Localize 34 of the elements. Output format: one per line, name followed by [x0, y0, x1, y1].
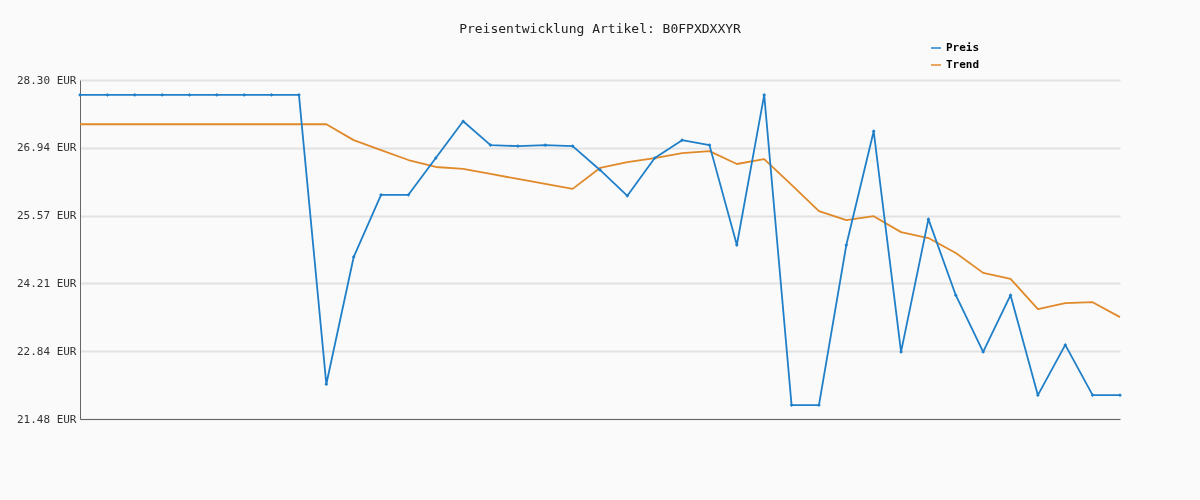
y-tick-label: 24.21 EUR: [16, 276, 77, 290]
point: [1090, 393, 1095, 398]
y-tick-label: 26.94 EUR: [16, 141, 77, 155]
y-tick-label: 28.30 EUR: [16, 73, 77, 87]
point: [105, 93, 110, 97]
point: [707, 143, 712, 147]
legend-label: Preis: [946, 41, 980, 54]
point: [871, 129, 876, 134]
y-tick-label: 21.48 EUR: [16, 412, 77, 426]
point: [132, 93, 137, 97]
y-tick-label: 22.84 EUR: [16, 344, 77, 358]
point: [926, 217, 931, 222]
point: [570, 144, 575, 148]
point: [543, 143, 548, 147]
point: [625, 193, 630, 198]
point: [351, 255, 356, 259]
point: [844, 243, 849, 247]
legend-label: Trend: [946, 58, 980, 71]
y-tick-label: 25.57 EUR: [16, 209, 77, 223]
point: [433, 156, 438, 160]
chart-title: Preisentwicklung Artikel: B0FPXDXXYR: [459, 21, 742, 36]
point: [488, 143, 493, 147]
point: [1118, 393, 1122, 398]
point: [269, 93, 274, 97]
point: [734, 243, 739, 247]
point: [1063, 343, 1068, 347]
line-series: [78, 93, 1122, 407]
point: [652, 156, 657, 160]
point: [789, 403, 794, 407]
point: [406, 192, 411, 197]
point: [379, 192, 383, 197]
point: [1008, 293, 1013, 298]
point: [187, 93, 192, 97]
line-series: [79, 123, 1121, 318]
